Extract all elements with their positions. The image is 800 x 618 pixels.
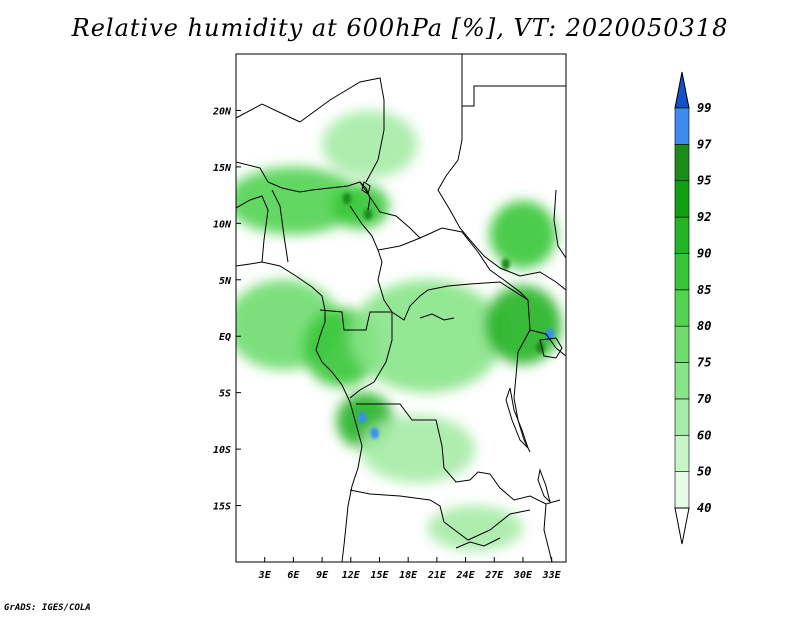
x-tick-label: 12E — [342, 570, 361, 581]
y-tick-label: 10S — [213, 445, 231, 456]
lake-tanganyika — [505, 387, 529, 449]
x-axis: 3E 6E 9E 12E 15E 18E 21E 24E 27E 30E 33E — [258, 557, 562, 581]
moist-region-congo-basin — [350, 279, 504, 393]
lake-malawi — [537, 468, 551, 504]
border-sudan-chad — [437, 106, 471, 241]
y-tick-label: 20N — [212, 106, 232, 117]
border-angola-south — [349, 489, 445, 523]
colorbar-label: 99 — [697, 101, 711, 115]
colorbar-swatch — [674, 180, 690, 218]
colorbar-swatch — [674, 253, 690, 291]
y-tick-label: EQ — [219, 332, 231, 343]
saturated-spot — [357, 411, 367, 424]
border-car — [377, 227, 529, 301]
grads-credit: GrADS: IGES/COLA — [4, 603, 91, 613]
saturated-spot — [370, 427, 379, 439]
moist-region-zambia-south — [427, 505, 523, 551]
x-tick-label: 21E — [427, 570, 447, 581]
humidity-field — [236, 54, 566, 562]
colorbar-label: 95 — [697, 174, 711, 188]
saturated-spot — [363, 208, 373, 220]
colorbar-max-arrow — [674, 71, 690, 109]
lake-victoria — [539, 337, 563, 359]
colorbar-label: 40 — [697, 501, 711, 515]
x-tick-label: 33E — [542, 570, 562, 581]
border-benin-togo — [271, 189, 289, 263]
border-cameroon-gabon — [319, 309, 392, 331]
map-title: Relative humidity at 600hPa [%], VT: 202… — [71, 14, 729, 42]
y-tick-label: 5S — [219, 389, 231, 400]
colorbar-swatch — [674, 144, 690, 182]
colorbar-swatch — [674, 471, 690, 509]
plot-frame — [235, 53, 567, 563]
colorbar-label: 60 — [697, 428, 711, 442]
border-nigeria-cameroon — [349, 205, 393, 313]
y-tick-label: 10N — [213, 219, 232, 230]
colorbar-label: 92 — [697, 210, 711, 224]
border-sudan-ethiopia — [553, 189, 566, 259]
colorbar-label: 50 — [697, 465, 711, 479]
border-egypt-sudan — [461, 54, 566, 107]
y-tick-label: 5N — [219, 276, 232, 287]
x-tick-label: 18E — [399, 570, 418, 581]
y-tick-label: 15S — [213, 502, 231, 513]
colorbar-swatch — [674, 216, 690, 254]
y-tick-label: 15N — [213, 163, 232, 174]
moist-region-south-sudan-east — [489, 200, 557, 269]
colorbar-swatch — [674, 398, 690, 436]
border-congo-drc — [391, 281, 529, 321]
river-zambezi — [455, 537, 501, 549]
border-south-sudan — [469, 239, 566, 291]
colorbar-swatch — [674, 107, 690, 145]
saturated-spot — [342, 192, 352, 205]
border-mozambique — [543, 503, 553, 562]
border-niger-north — [236, 103, 301, 123]
colorbar-label: 75 — [697, 356, 711, 370]
border-chad-east — [359, 181, 421, 239]
saturated-spot — [501, 258, 511, 270]
y-axis: 20N 15N 10N 5N EQ 5S 10S 15S — [212, 106, 241, 513]
colorbar: 40 50 60 70 75 80 85 90 92 95 97 99 — [674, 71, 712, 545]
colorbar-label: 80 — [697, 319, 711, 333]
border-zambia — [489, 473, 561, 505]
x-tick-label: 27E — [484, 570, 504, 581]
colorbar-swatch — [674, 289, 690, 327]
border-west-africa — [236, 195, 269, 263]
congo-river — [419, 313, 455, 321]
x-tick-label: 30E — [513, 570, 533, 581]
moist-region-north-cameroon — [322, 110, 418, 179]
border-angola — [356, 403, 491, 483]
colorbar-swatch — [674, 325, 690, 363]
border-zambia-south — [443, 509, 531, 541]
x-tick-label: 9E — [316, 570, 329, 581]
colorbar-label: 70 — [697, 392, 711, 406]
colorbar-label: 90 — [697, 246, 711, 260]
coastline-west — [236, 261, 363, 562]
x-tick-label: 15E — [370, 570, 389, 581]
colorbar-swatch — [674, 362, 690, 400]
country-borders — [236, 54, 566, 562]
border-sahel — [236, 161, 371, 211]
colorbar-label: 85 — [697, 283, 711, 297]
colorbar-swatch — [674, 434, 690, 472]
border-uganda — [529, 329, 566, 357]
colorbar-min-arrow — [674, 507, 690, 545]
border-drc-west — [349, 312, 393, 399]
x-tick-label: 6E — [287, 570, 300, 581]
x-tick-label: 24E — [456, 570, 476, 581]
border-libya-chad — [299, 77, 385, 183]
lake-chad — [361, 181, 371, 195]
border-drc-east — [513, 299, 531, 453]
moist-region-angola-interior — [360, 415, 476, 483]
x-tick-label: 3E — [258, 570, 272, 581]
colorbar-label: 97 — [697, 137, 712, 151]
